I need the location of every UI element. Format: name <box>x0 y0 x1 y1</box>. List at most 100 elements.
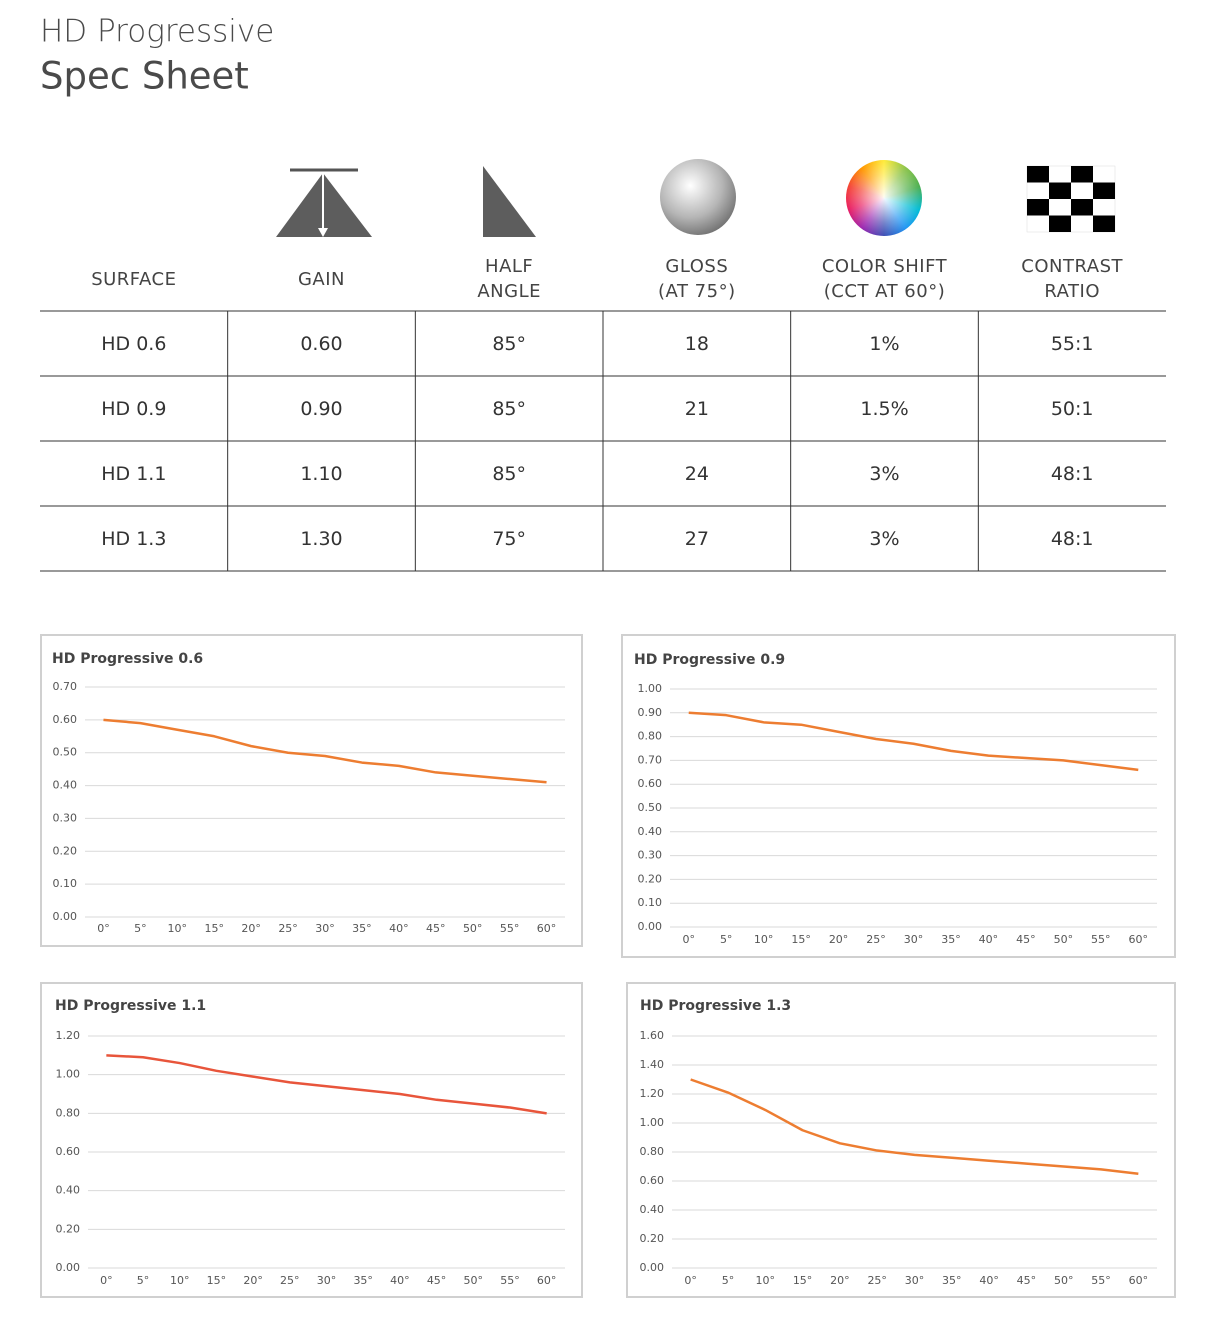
table-cell: 85° <box>492 333 526 355</box>
x-tick-label: 55° <box>1091 933 1111 946</box>
y-tick-label: 1.00 <box>638 682 663 695</box>
table-cell: 1% <box>869 333 899 355</box>
column-header: GAIN <box>298 269 345 290</box>
x-tick-label: 60° <box>1129 1274 1149 1287</box>
chart: HD Progressive 0.9 0.00 0.10 0.20 0.30 0.40 0.… <box>621 634 1176 958</box>
x-tick-label: 60° <box>537 1274 557 1287</box>
x-tick-label: 45° <box>1017 1274 1037 1287</box>
y-tick-label: 0.20 <box>640 1232 665 1245</box>
y-tick-label: 0.20 <box>56 1222 81 1235</box>
x-tick-label: 0° <box>684 1274 697 1287</box>
y-tick-label: 1.20 <box>56 1029 81 1042</box>
x-tick-label: 20° <box>243 1274 263 1287</box>
x-tick-label: 5° <box>137 1274 150 1287</box>
x-tick-label: 10° <box>170 1274 190 1287</box>
table-cell: 3% <box>869 463 899 485</box>
table-cell: 55:1 <box>1051 333 1094 355</box>
column-header: RATIO <box>1044 281 1100 302</box>
y-tick-label: 0.00 <box>53 910 78 923</box>
x-tick-label: 10° <box>168 922 188 935</box>
chart-frame <box>626 982 1176 1298</box>
y-tick-label: 1.00 <box>640 1116 665 1129</box>
x-tick-label: 15° <box>791 933 811 946</box>
chart: HD Progressive 1.1 0.00 0.20 0.40 0.60 0.80 1.… <box>40 982 583 1298</box>
doc-subtitle: Spec Sheet <box>40 55 249 98</box>
table-cell: 75° <box>492 528 526 550</box>
y-tick-label: 0.20 <box>53 844 78 857</box>
x-tick-label: 50° <box>464 1274 484 1287</box>
x-tick-label: 55° <box>500 1274 520 1287</box>
column-header: HALF <box>485 256 533 277</box>
chart-title: HD Progressive 0.6 <box>52 651 203 667</box>
y-tick-label: 1.60 <box>640 1029 665 1042</box>
x-tick-label: 0° <box>682 933 695 946</box>
x-tick-label: 5° <box>722 1274 735 1287</box>
y-tick-label: 0.70 <box>53 680 78 693</box>
column-header: (AT 75°) <box>658 281 736 302</box>
x-tick-label: 15° <box>793 1274 813 1287</box>
x-tick-label: 25° <box>280 1274 300 1287</box>
x-tick-label: 35° <box>352 922 372 935</box>
y-tick-label: 0.80 <box>640 1145 665 1158</box>
chart-frame <box>621 634 1176 958</box>
table-cell: 24 <box>685 463 709 485</box>
y-tick-label: 0.10 <box>53 877 78 890</box>
y-tick-label: 0.60 <box>56 1145 81 1158</box>
x-tick-label: 25° <box>866 933 886 946</box>
checker-square <box>1027 199 1049 216</box>
checker-square <box>1093 215 1115 232</box>
checker-square <box>1049 182 1071 199</box>
table-cell: 18 <box>685 333 709 355</box>
x-tick-label: 35° <box>941 933 961 946</box>
y-tick-label: 0.00 <box>56 1261 81 1274</box>
x-tick-label: 5° <box>134 922 147 935</box>
x-tick-label: 15° <box>207 1274 227 1287</box>
x-tick-label: 30° <box>904 933 924 946</box>
x-tick-label: 60° <box>537 922 557 935</box>
chart-frame <box>40 634 583 947</box>
contrast-icon <box>1026 165 1116 233</box>
table-cell: 85° <box>492 463 526 485</box>
x-tick-label: 5° <box>720 933 733 946</box>
y-tick-label: 0.10 <box>638 896 663 909</box>
gain-icon <box>276 168 372 237</box>
y-tick-label: 0.20 <box>638 872 663 885</box>
checker-square <box>1071 199 1093 216</box>
y-tick-label: 0.80 <box>638 730 663 743</box>
x-tick-label: 45° <box>426 922 446 935</box>
y-tick-label: 0.80 <box>56 1106 81 1119</box>
column-header: (CCT AT 60°) <box>824 281 945 302</box>
half-angle-icon <box>483 166 536 237</box>
x-tick-label: 10° <box>756 1274 776 1287</box>
table-cell: 48:1 <box>1051 463 1094 485</box>
y-tick-label: 1.40 <box>640 1058 665 1071</box>
x-tick-label: 40° <box>979 933 999 946</box>
y-tick-label: 0.40 <box>53 779 78 792</box>
table-cell: HD 0.9 <box>101 398 166 420</box>
y-tick-label: 0.30 <box>53 811 78 824</box>
column-header: CONTRAST <box>1021 256 1123 277</box>
table-cell: HD 1.1 <box>101 463 166 485</box>
y-tick-label: 1.20 <box>640 1087 665 1100</box>
table-cell: 21 <box>685 398 709 420</box>
x-tick-label: 30° <box>317 1274 337 1287</box>
y-tick-label: 1.00 <box>56 1068 81 1081</box>
chart: HD Progressive 0.6 0.00 0.10 0.20 0.30 0.40 0.… <box>40 634 583 947</box>
chart-title: HD Progressive 1.1 <box>55 998 206 1014</box>
x-tick-label: 50° <box>463 922 483 935</box>
gloss-icon <box>660 159 736 235</box>
data-line <box>106 1054 547 1115</box>
y-tick-label: 0.90 <box>638 706 663 719</box>
x-tick-label: 40° <box>390 1274 410 1287</box>
x-tick-label: 30° <box>315 922 335 935</box>
table-cell: HD 1.3 <box>101 528 166 550</box>
x-tick-label: 0° <box>97 922 110 935</box>
y-tick-label: 0.60 <box>53 713 78 726</box>
table-cell: 48:1 <box>1051 528 1094 550</box>
y-tick-label: 0.60 <box>640 1174 665 1187</box>
y-tick-label: 0.30 <box>638 849 663 862</box>
data-line <box>690 1078 1139 1175</box>
table-cell: 1.5% <box>860 398 908 420</box>
table-cell: HD 0.6 <box>101 333 166 355</box>
